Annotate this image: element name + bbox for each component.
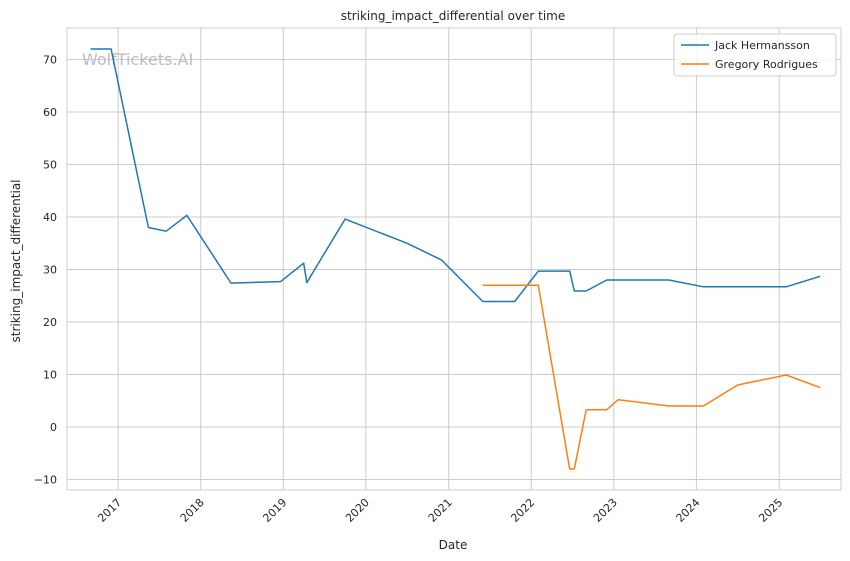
y-tick-label: 40 [43,211,57,224]
x-tick-label: 2024 [674,496,703,525]
y-ticks: −10 0 10 20 30 40 50 60 70 [34,54,57,487]
y-tick-label: −10 [34,474,57,487]
y-tick-label: 20 [43,316,57,329]
x-tick-label: 2018 [178,496,207,525]
legend: Jack Hermansson Gregory Rodrigues [673,33,837,77]
chart-title: striking_impact_differential over time [341,9,566,23]
y-tick-label: 70 [43,54,57,67]
x-axis-label: Date [439,538,468,552]
y-tick-label: 30 [43,264,57,277]
series-line-jack-hermansson [90,48,821,303]
x-tick-label: 2020 [343,496,372,525]
legend-label-gregory-rodrigues: Gregory Rodrigues [715,58,818,71]
legend-label-jack-hermansson: Jack Hermansson [714,39,810,52]
legend-box [673,33,837,77]
y-axis-label: striking_impact_differential [9,179,23,342]
y-tick-label: 0 [50,421,57,434]
y-tick-label: 50 [43,159,57,172]
x-ticks: 2017 2018 2019 2020 2021 2022 2023 2024 2025 [95,496,785,525]
x-tick-label: 2021 [426,496,455,525]
x-tick-label: 2023 [591,496,620,525]
x-tick-label: 2022 [508,496,537,525]
watermark-text: WolfTickets.AI [82,50,193,69]
series-layer [90,48,821,470]
gridlines [67,28,841,490]
plot-frame [66,27,842,491]
x-tick-label: 2025 [756,496,785,525]
x-tick-label: 2017 [95,496,124,525]
series-line-gregory-rodrigues [482,284,821,470]
x-tick-label: 2019 [260,496,289,525]
y-tick-label: 60 [43,106,57,119]
y-tick-label: 10 [43,369,57,382]
